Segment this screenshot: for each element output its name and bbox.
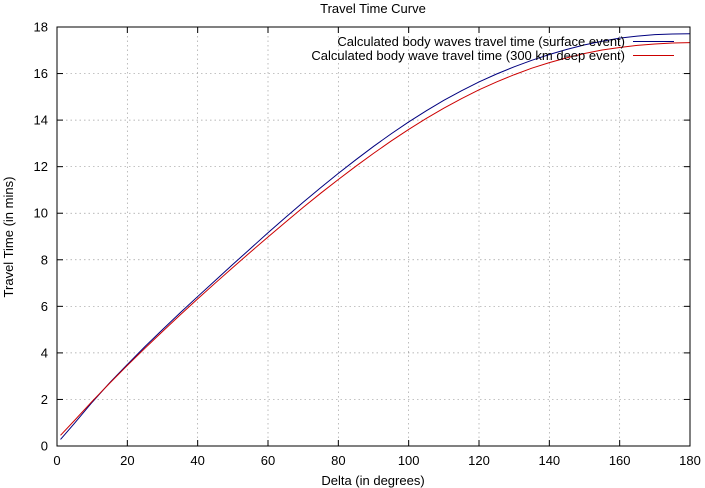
y-tick-label: 8: [41, 252, 48, 267]
y-tick-label: 12: [34, 159, 48, 174]
x-tick-label: 60: [261, 453, 275, 468]
x-tick-label: 120: [468, 453, 490, 468]
x-tick-label: 20: [120, 453, 134, 468]
y-tick-label: 14: [34, 113, 48, 128]
y-tick-label: 2: [41, 392, 48, 407]
series-group: [60, 33, 691, 440]
legend-label-2: Calculated body wave travel time (300 km…: [311, 48, 625, 63]
ticks: 0 20 40 60 80 100 120 140 160 180 0 2 4 6 8 10 12 14 16 18: [34, 20, 701, 469]
y-tick-label: 16: [34, 66, 48, 81]
y-tick-label: 18: [34, 20, 48, 35]
x-tick-label: 160: [609, 453, 631, 468]
x-tick-label: 80: [331, 453, 345, 468]
y-tick-label: 0: [41, 439, 48, 454]
series-line-2: [60, 42, 691, 436]
y-axis-label: Travel Time (in mins): [1, 177, 16, 298]
x-tick-label: 140: [538, 453, 560, 468]
grid: [57, 27, 690, 446]
y-tick-label: 10: [34, 206, 48, 221]
legend: Calculated body waves travel time (surfa…: [311, 34, 674, 63]
chart-title: Travel Time Curve: [320, 1, 426, 16]
x-tick-label: 40: [190, 453, 204, 468]
series-line-1: [60, 33, 691, 440]
legend-label-1: Calculated body waves travel time (surfa…: [337, 34, 625, 49]
y-tick-label: 6: [41, 299, 48, 314]
x-tick-label: 0: [53, 453, 60, 468]
plot-frame: [56, 26, 691, 447]
x-axis-label: Delta (in degrees): [321, 473, 424, 488]
x-tick-label: 180: [679, 453, 701, 468]
y-tick-label: 4: [41, 345, 48, 360]
x-tick-label: 100: [398, 453, 420, 468]
